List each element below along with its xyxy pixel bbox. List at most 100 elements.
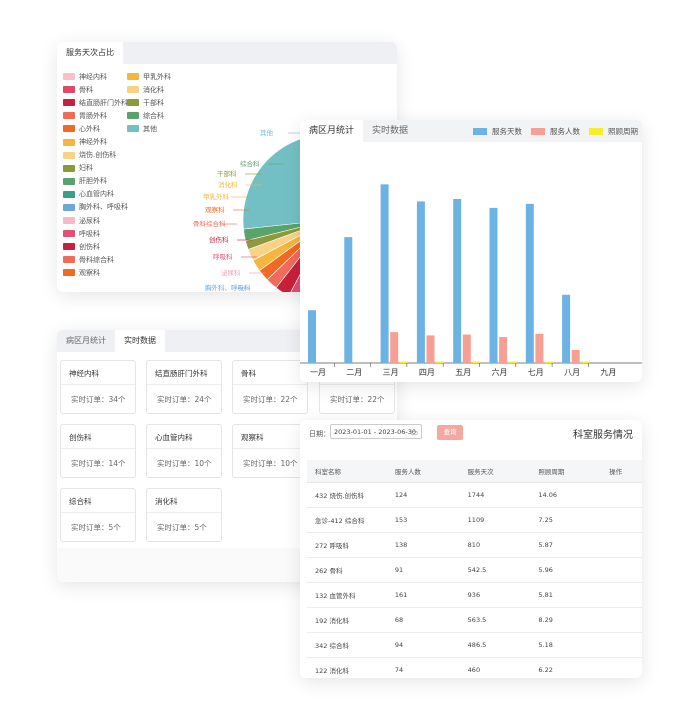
pie-slice-label: 综合科 (240, 159, 260, 168)
legend-item[interactable]: 骨科 (63, 83, 128, 96)
realtime-item-card[interactable]: 综合科 实时订单：5个 (60, 488, 136, 542)
bar-服务人数[interactable] (462, 334, 471, 363)
table-cell-action[interactable] (601, 557, 642, 583)
table-cell: 6.22 (530, 657, 602, 678)
legend-swatch (63, 256, 75, 264)
bar-服务天数[interactable] (380, 184, 389, 363)
bar-照顾周期[interactable] (399, 361, 408, 364)
legend-item[interactable]: 创伤科 (63, 240, 128, 253)
bar-照顾周期[interactable] (472, 361, 481, 364)
legend-item[interactable]: 胸外科、呼吸科 (63, 201, 128, 214)
legend-item[interactable]: 胃肠外科 (63, 109, 128, 122)
realtime-item-card[interactable]: 结直肠肝门外科 实时订单：24个 (146, 360, 222, 414)
table-cell: 5.96 (530, 557, 602, 583)
table-cell-action[interactable] (601, 657, 642, 678)
table-cell-action[interactable] (601, 632, 642, 658)
legend-swatch (63, 177, 75, 185)
legend-swatch (127, 125, 139, 133)
realtime-item-card[interactable]: 创伤科 实时订单：14个 (60, 424, 136, 478)
legend-service-days[interactable]: 服务天数 (473, 126, 522, 137)
bar-照顾周期[interactable] (581, 361, 590, 364)
table-row[interactable]: 急诊-412 综合科 153 1109 7.25 (307, 507, 642, 533)
bar-服务人数[interactable] (390, 332, 399, 363)
legend-item[interactable]: 骨科综合科 (63, 253, 128, 266)
legend-item[interactable]: 心外科 (63, 122, 128, 135)
column-header[interactable]: 照顾周期 (530, 460, 602, 483)
divider (320, 384, 394, 385)
table-cell-action[interactable] (601, 607, 642, 633)
realtime-item-card[interactable]: 骨科 实时订单：22个 (232, 360, 308, 414)
tab-ward-monthly[interactable]: 病区月统计 (66, 336, 106, 345)
calendar-icon[interactable]: ▭ (410, 428, 418, 437)
legend-item[interactable]: 烧伤.创伤科 (63, 149, 128, 162)
pie-slice-label: 观察科 (205, 205, 225, 214)
realtime-item-card[interactable]: 心血管内科 实时订单：10个 (146, 424, 222, 478)
table-cell-action[interactable] (601, 582, 642, 608)
table-row[interactable]: 272 呼吸科 138 810 5.87 (307, 532, 642, 558)
tab-realtime[interactable]: 实时数据 (372, 126, 409, 136)
bar-服务天数[interactable] (525, 203, 534, 363)
bar-服务天数[interactable] (416, 201, 425, 363)
legend-item[interactable]: 其他 (127, 122, 171, 135)
bar-照顾周期[interactable] (508, 361, 517, 364)
query-button[interactable]: 查询 (437, 425, 463, 440)
bar-服务天数[interactable] (562, 294, 571, 363)
table-cell-action[interactable] (601, 482, 642, 508)
column-header[interactable]: 操作 (601, 460, 642, 483)
bar-card: 病区月统计 实时数据 服务天数 服务人数 照顾周期 一月 二月 三月 四月 五月 六月 七月… (300, 120, 642, 382)
table-cell: 1109 (459, 507, 531, 533)
bar-照顾周期[interactable] (545, 361, 553, 364)
column-header[interactable]: 科室名称 (307, 460, 387, 483)
legend-item[interactable]: 神经内科 (63, 70, 128, 83)
bar-服务天数[interactable] (308, 310, 316, 363)
bar-服务人数[interactable] (426, 335, 435, 363)
legend-item[interactable]: 观察科 (63, 266, 128, 279)
legend-item[interactable]: 呼吸科 (63, 227, 128, 240)
realtime-item-card[interactable]: 观察科 实时订单：10个 (232, 424, 308, 478)
realtime-order-count: 实时订单：10个 (157, 459, 212, 468)
table-row[interactable]: 192 消化科 68 563.5 8.29 (307, 607, 642, 633)
table-cell-action[interactable] (601, 532, 642, 558)
tab-service-ratio[interactable]: 服务天次占比 (57, 42, 123, 64)
legend-item[interactable]: 心血管内科 (63, 188, 128, 201)
legend-item[interactable]: 结直肠肝门外科 (63, 96, 128, 109)
realtime-item-card[interactable]: 神经内科 实时订单：34个 (60, 360, 136, 414)
department-name: 骨科 (241, 369, 256, 378)
table-row[interactable]: 132 血管外科 161 936 5.81 (307, 582, 642, 608)
legend-item[interactable]: 神经外科 (63, 135, 128, 148)
table-cell: 161 (386, 582, 460, 608)
table-cell: 432 烧伤.创伤科 (307, 482, 387, 508)
table-cell-action[interactable] (601, 507, 642, 533)
bar-服务人数[interactable] (571, 350, 580, 363)
legend-care-cycle[interactable]: 照顾周期 (589, 126, 638, 137)
bar-服务人数[interactable] (535, 333, 544, 363)
legend-item[interactable]: 甲乳外科 (127, 70, 171, 83)
column-header[interactable]: 服务人数 (386, 460, 460, 483)
tab-realtime[interactable]: 实时数据 (115, 330, 165, 352)
tab-ward-monthly[interactable]: 病区月统计 (300, 120, 364, 142)
date-range-input[interactable]: 2023-01-01 - 2023-06-30 ▭ (330, 424, 422, 439)
table-cell: 14.06 (530, 482, 602, 508)
table-row[interactable]: 262 骨科 91 542.5 5.96 (307, 557, 642, 583)
bar-服务天数[interactable] (453, 198, 462, 363)
table-row[interactable]: 122 消化科 74 460 6.22 (307, 657, 642, 678)
legend-item[interactable]: 泌尿科 (63, 214, 128, 227)
legend-item[interactable]: 消化科 (127, 83, 171, 96)
table-cell: 542.5 (459, 557, 531, 583)
table-row[interactable]: 342 综合科 94 486.5 5.18 (307, 632, 642, 658)
column-header[interactable]: 服务天次 (459, 460, 531, 483)
bar-服务天数[interactable] (344, 237, 353, 363)
bar-照顾周期[interactable] (436, 361, 445, 364)
table-cell: 342 综合科 (307, 632, 387, 658)
legend-service-people[interactable]: 服务人数 (531, 126, 580, 137)
legend-label: 骨科综合科 (79, 255, 114, 264)
legend-item[interactable]: 综合科 (127, 109, 171, 122)
bar-服务人数[interactable] (499, 337, 508, 363)
table-row[interactable]: 432 烧伤.创伤科 124 1744 14.06 (307, 482, 642, 508)
legend-item[interactable]: 干部科 (127, 96, 171, 109)
divider (147, 512, 221, 513)
realtime-item-card[interactable]: 消化科 实时订单：5个 (146, 488, 222, 542)
legend-item[interactable]: 妇科 (63, 162, 128, 175)
bar-服务天数[interactable] (489, 207, 498, 363)
legend-item[interactable]: 肝胆外科 (63, 175, 128, 188)
